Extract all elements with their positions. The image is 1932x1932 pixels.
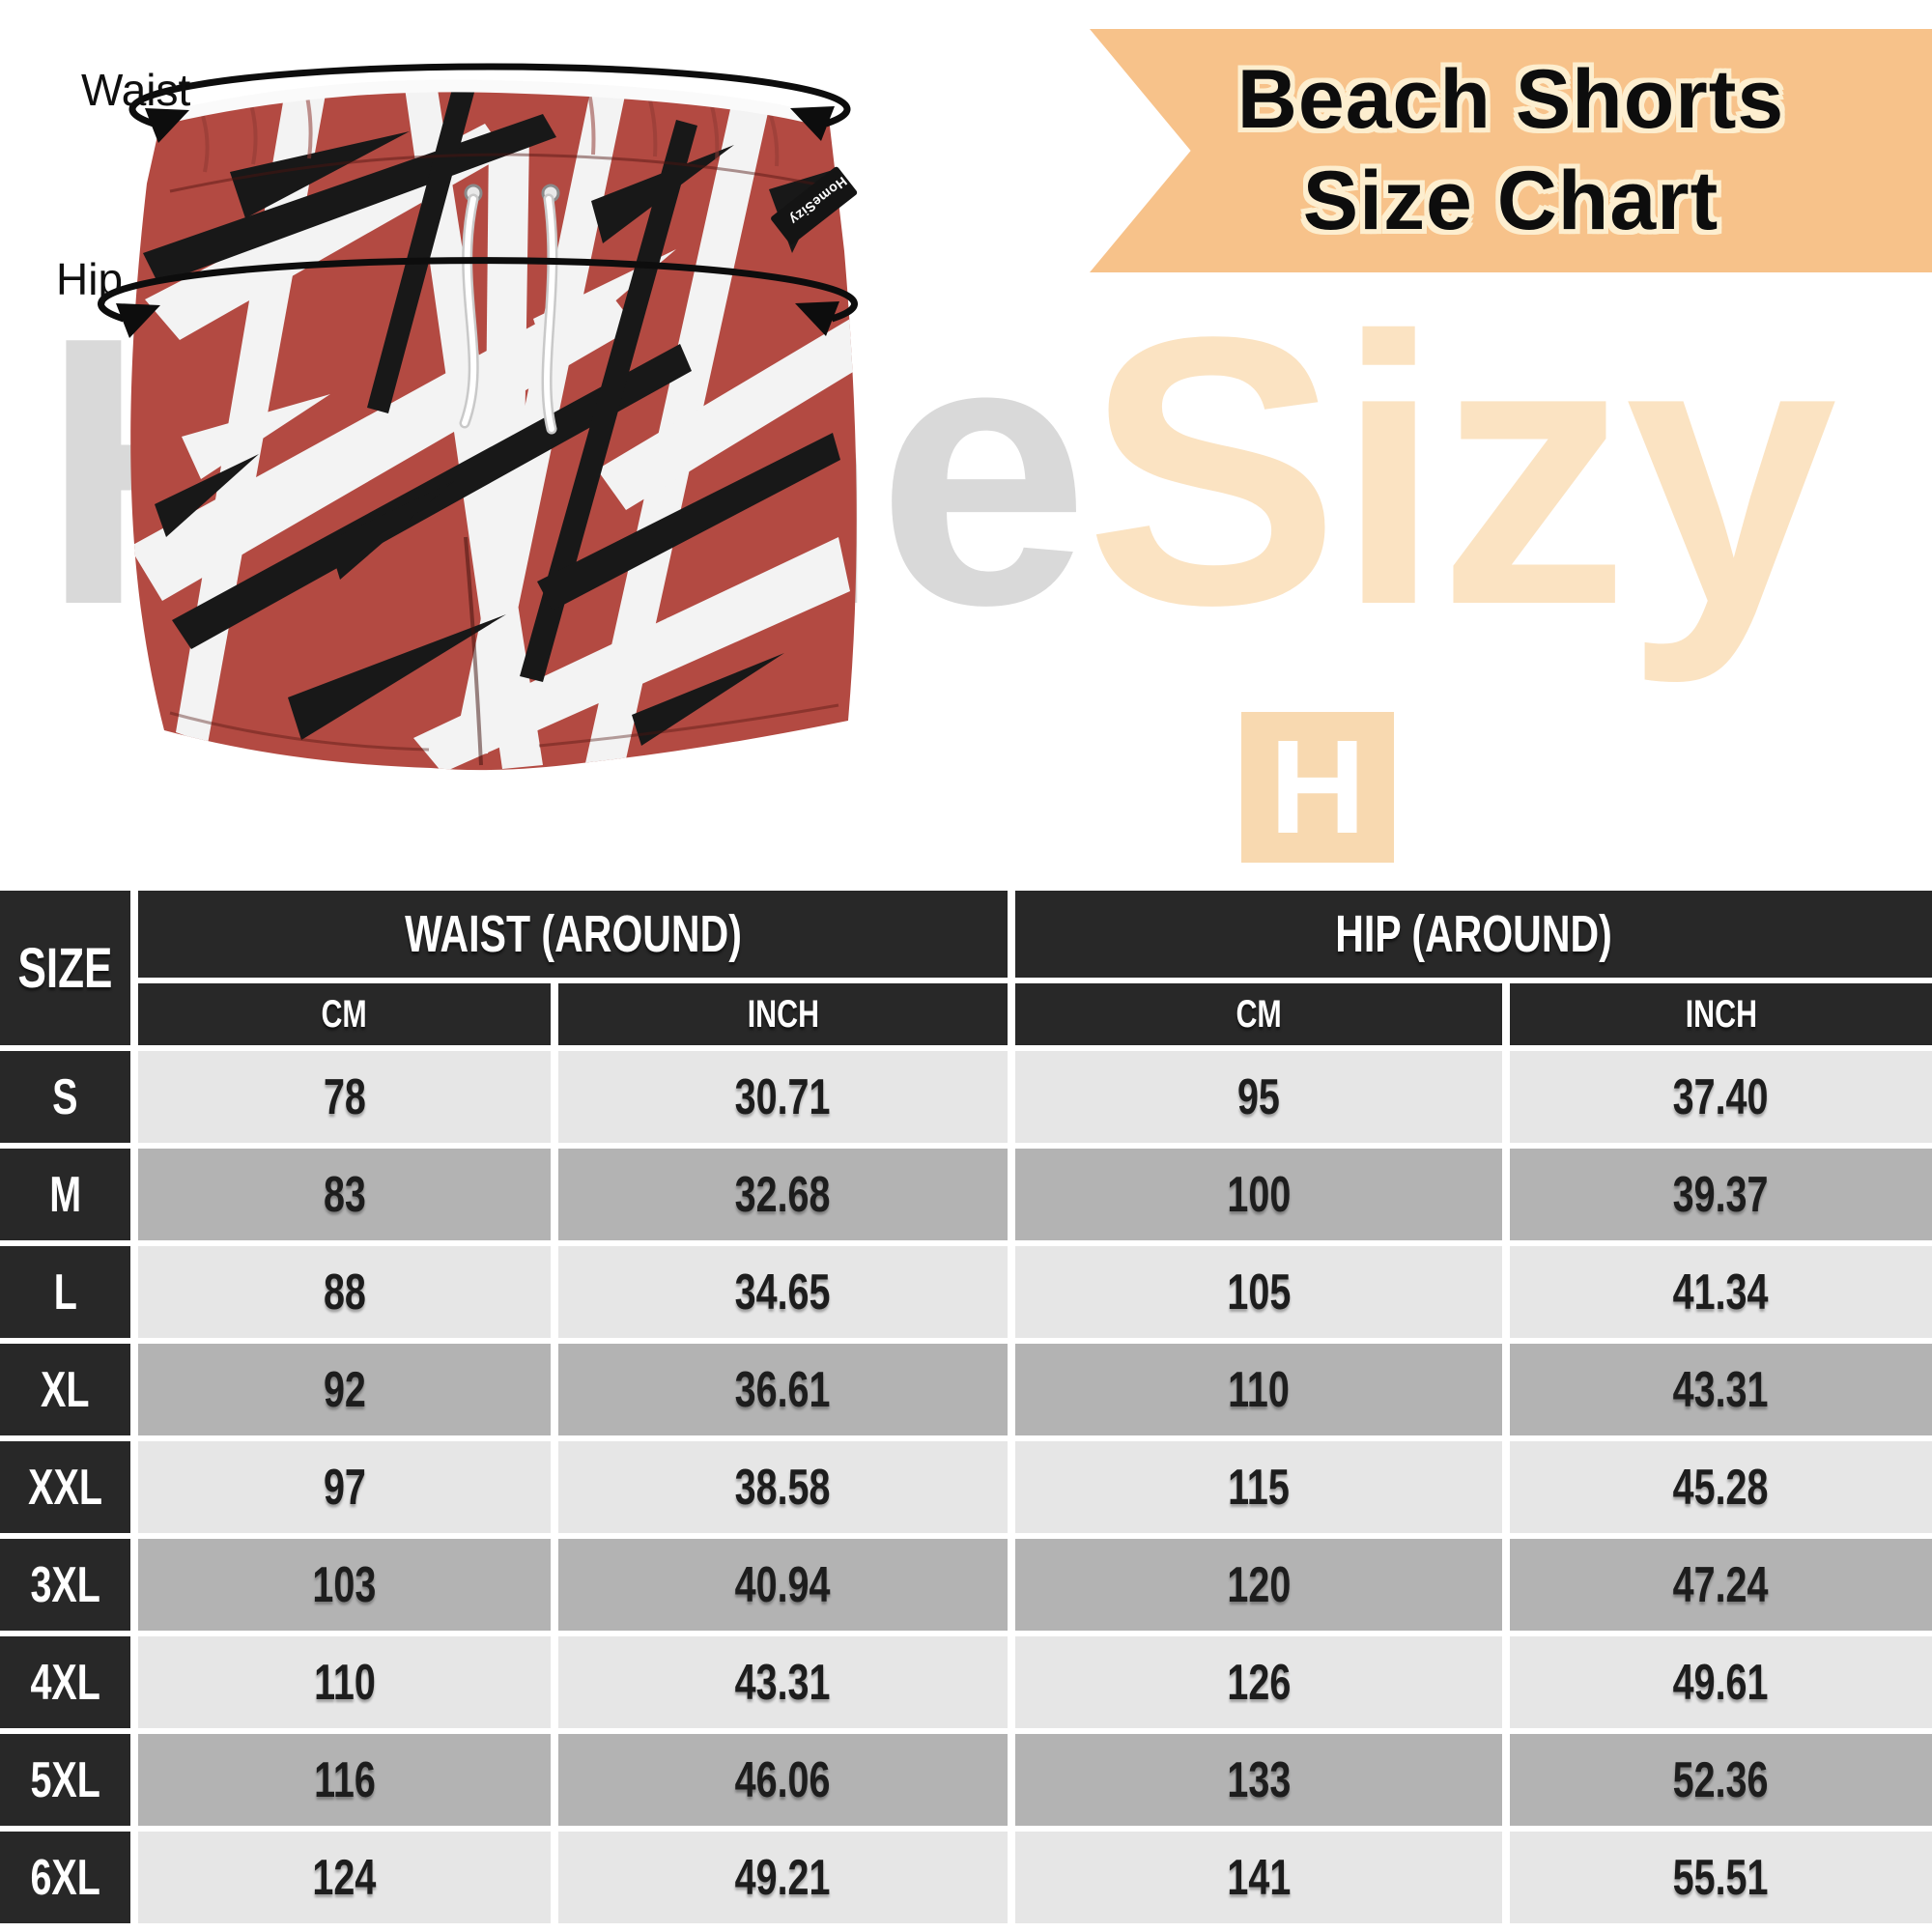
row-label-l: L <box>0 1246 130 1338</box>
cell-xxl-hip-cm: 115 <box>1015 1441 1502 1533</box>
cell-l-waist-inch: 34.65 <box>558 1246 1008 1338</box>
cell-3xl-waist-cm: 103 <box>138 1539 551 1631</box>
cell-5xl-waist-cm: 116 <box>138 1734 551 1826</box>
cell-xl-waist-cm: 92 <box>138 1344 551 1435</box>
hip-label: Hip <box>56 254 124 304</box>
cell-3xl-waist-inch: 40.94 <box>558 1539 1008 1631</box>
column-header-hip-group: HIP (AROUND) <box>1015 891 1932 978</box>
cell-xl-hip-inch: 43.31 <box>1510 1344 1932 1435</box>
cell-m-hip-cm: 100 <box>1015 1149 1502 1240</box>
row-label-3xl: 3XL <box>0 1539 130 1631</box>
row-label-s: S <box>0 1051 130 1143</box>
frankenstrat-pattern <box>130 81 857 771</box>
row-label-4xl: 4XL <box>0 1636 130 1728</box>
cell-4xl-hip-inch: 49.61 <box>1510 1636 1932 1728</box>
cell-4xl-waist-cm: 110 <box>138 1636 551 1728</box>
cell-s-hip-cm: 95 <box>1015 1051 1502 1143</box>
cell-xl-hip-cm: 110 <box>1015 1344 1502 1435</box>
crotch-crease <box>464 536 483 766</box>
page-title-line1: Beach Shorts <box>1236 53 1785 147</box>
brand-h-letter: H <box>1269 713 1366 862</box>
cell-5xl-waist-inch: 46.06 <box>558 1734 1008 1826</box>
row-label-5xl: 5XL <box>0 1734 130 1826</box>
waist-label: Waist <box>81 65 191 115</box>
column-header-hip-cm: CM <box>1015 983 1502 1045</box>
cell-m-waist-cm: 83 <box>138 1149 551 1240</box>
row-label-m: M <box>0 1149 130 1240</box>
cell-4xl-waist-inch: 43.31 <box>558 1636 1008 1728</box>
cell-5xl-hip-cm: 133 <box>1015 1734 1502 1826</box>
column-header-waist-cm: CM <box>138 983 551 1045</box>
waistband-seam <box>169 153 834 193</box>
cell-s-waist-inch: 30.71 <box>558 1051 1008 1143</box>
cell-3xl-hip-cm: 120 <box>1015 1539 1502 1631</box>
hem-stitch <box>169 703 839 752</box>
column-header-hip-inch: INCH <box>1510 983 1932 1045</box>
cell-l-hip-inch: 41.34 <box>1510 1246 1932 1338</box>
row-label-6xl: 6XL <box>0 1832 130 1923</box>
cell-s-waist-cm: 78 <box>138 1051 551 1143</box>
cell-m-waist-inch: 32.68 <box>558 1149 1008 1240</box>
cell-6xl-hip-inch: 55.51 <box>1510 1832 1932 1923</box>
waist-measure-arrow <box>128 63 851 143</box>
size-chart-table: SIZE WAIST (AROUND) HIP (AROUND) CM INCH… <box>0 891 1932 1923</box>
hip-measure-arrow <box>98 257 858 338</box>
row-label-xxl: XXL <box>0 1441 130 1533</box>
watermark-part-sizy: Sizy <box>1085 257 1836 684</box>
waistband-trim <box>162 79 829 128</box>
cell-5xl-hip-inch: 52.36 <box>1510 1734 1932 1826</box>
cell-l-hip-cm: 105 <box>1015 1246 1502 1338</box>
row-label-xl: XL <box>0 1344 130 1435</box>
cell-3xl-hip-inch: 47.24 <box>1510 1539 1932 1631</box>
column-header-waist-inch: INCH <box>558 983 1008 1045</box>
cell-l-waist-cm: 88 <box>138 1246 551 1338</box>
cell-6xl-hip-cm: 141 <box>1015 1832 1502 1923</box>
cell-xl-waist-inch: 36.61 <box>558 1344 1008 1435</box>
cell-4xl-hip-cm: 126 <box>1015 1636 1502 1728</box>
title-banner: Beach Shorts Size Chart <box>1090 29 1932 272</box>
cell-xxl-hip-inch: 45.28 <box>1510 1441 1932 1533</box>
cell-xxl-waist-inch: 38.58 <box>558 1441 1008 1533</box>
cell-s-hip-inch: 37.40 <box>1510 1051 1932 1143</box>
page-title-line2: Size Chart <box>1302 155 1719 247</box>
column-header-size: SIZE <box>0 891 130 1045</box>
column-header-waist-group: WAIST (AROUND) <box>138 891 1008 978</box>
cell-6xl-waist-inch: 49.21 <box>558 1832 1008 1923</box>
brand-h-logo: H <box>1241 712 1394 863</box>
cell-xxl-waist-cm: 97 <box>138 1441 551 1533</box>
drawstrings <box>459 193 558 435</box>
cell-m-hip-inch: 39.37 <box>1510 1149 1932 1240</box>
shorts-illustration: HomeSizy <box>98 63 858 771</box>
cell-6xl-waist-cm: 124 <box>138 1832 551 1923</box>
